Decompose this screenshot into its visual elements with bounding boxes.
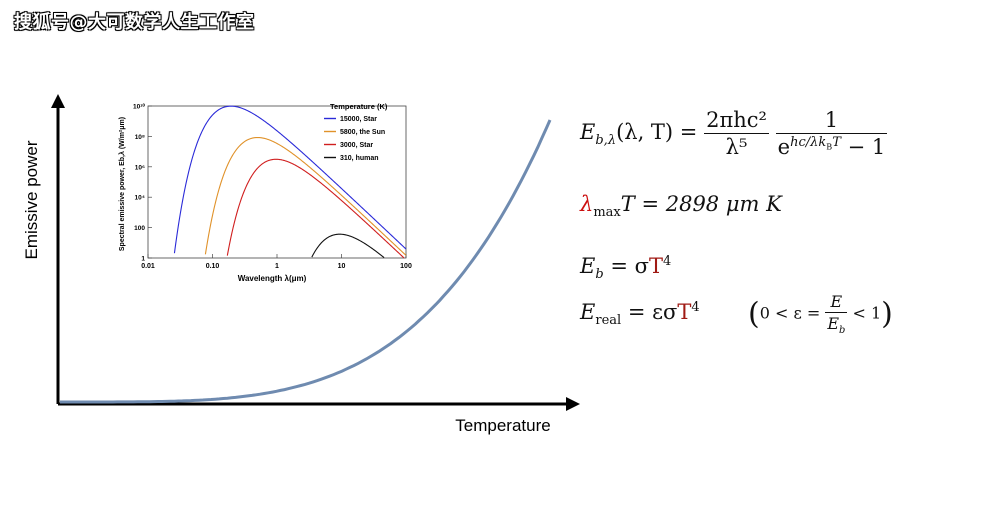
- planck-num1: 2πhc²: [704, 108, 769, 134]
- y-axis-label: Emissive power: [22, 140, 41, 259]
- planck-num2: 1: [775, 108, 888, 134]
- planck-curve-5800: [204, 136, 407, 256]
- inset-x-tick-label: 0.01: [141, 263, 155, 270]
- inset-y-tick-label: 10¹⁰: [133, 103, 145, 111]
- wien-law: λmaxT = 2898 μm K: [580, 192, 782, 220]
- inset-y-tick-label: 10⁶: [135, 164, 145, 171]
- cond-den: E: [827, 314, 840, 333]
- real-T: T: [677, 300, 692, 324]
- inset-y-tick-label: 1: [141, 256, 145, 263]
- wien-rest: T = 2898 μm K: [620, 192, 782, 216]
- stefan-lhs: E: [580, 254, 596, 278]
- inset-x-tick-label: 1: [275, 263, 279, 270]
- inset-x-tick-label: 100: [400, 263, 412, 270]
- x-axis-label: Temperature: [455, 416, 550, 435]
- real-exp: 4: [691, 300, 700, 315]
- stefan-eq: = σ: [603, 254, 649, 278]
- real-lhs-sub: real: [595, 313, 622, 329]
- stefan-lhs-sub: b: [595, 267, 604, 283]
- cond-den-sub: b: [839, 325, 846, 337]
- cond-right: < 1: [852, 303, 882, 323]
- legend-title: Temperature (K): [330, 102, 388, 111]
- emissivity-condition: (0 < ε = E Eb < 1): [748, 292, 893, 337]
- planck-lhs: E: [580, 120, 596, 144]
- inset-y-tick-label: 10⁸: [135, 134, 145, 141]
- planck-exp: hc/λk: [790, 135, 827, 150]
- stefan-T: T: [648, 254, 663, 278]
- planck-curve-3000: [226, 158, 405, 259]
- planck-exp-base: e: [777, 135, 791, 159]
- stefan-exp: 4: [662, 254, 672, 269]
- planck-frac1: 2πhc² λ⁵: [704, 108, 769, 159]
- planck-den1: λ⁵: [725, 135, 748, 159]
- planck-inset-chart: 0.01 0.10 1 10 100 1 100 10⁴ 10⁶ 10⁸ 10¹⁰ 15000, St…: [118, 102, 412, 283]
- planck-curve-15000: [173, 105, 407, 254]
- legend-label-5800: 5800, the Sun: [340, 129, 385, 136]
- x-axis-arrow: [566, 397, 580, 411]
- y-axis-arrow: [51, 94, 65, 108]
- inset-x-tick-label: 10: [338, 263, 346, 270]
- inset-y-tick-label: 100: [134, 225, 145, 232]
- t4-curve: [60, 119, 552, 404]
- planck-den-tail: − 1: [840, 135, 886, 159]
- legend-label-15000: 15000, Star: [340, 116, 377, 123]
- inset-y-tick-label: 10⁴: [135, 195, 145, 202]
- planck-args: (λ, T) =: [616, 120, 698, 144]
- real-emission-law: Ereal = εσT4: [580, 300, 700, 328]
- wien-sub: max: [593, 205, 621, 221]
- planck-frac2: 1 ehc/λkBT − 1: [775, 108, 888, 159]
- real-lhs: E: [580, 300, 596, 324]
- inset-xlabel: Wavelength λ(μm): [238, 274, 307, 283]
- planck-law: Eb,λ(λ, T) = 2πhc² λ⁵ 1 ehc/λkBT − 1: [580, 108, 888, 159]
- planck-curve-310: [311, 233, 385, 259]
- real-eq: = εσ: [621, 300, 678, 324]
- legend-label-310: 310, human: [340, 155, 379, 162]
- planck-exp-tail: T: [832, 135, 841, 150]
- watermark: 搜狐号@大可数学人生工作室: [14, 12, 255, 33]
- inset-ylabel: Spectral emissive power, Eb,λ (W/m²μm): [118, 117, 126, 251]
- cond-num: E: [830, 292, 843, 311]
- wien-lambda: λ: [580, 192, 594, 216]
- cond-frac: E Eb: [825, 292, 848, 337]
- cond-left: 0 < ε =: [759, 303, 821, 323]
- planck-exp-sub: B: [826, 142, 833, 152]
- planck-lhs-sub: b,λ: [595, 133, 617, 149]
- stefan-boltzmann-law: Eb = σT4: [580, 254, 671, 282]
- inset-x-tick-label: 0.10: [206, 263, 220, 270]
- legend-label-3000: 3000, Star: [340, 142, 373, 149]
